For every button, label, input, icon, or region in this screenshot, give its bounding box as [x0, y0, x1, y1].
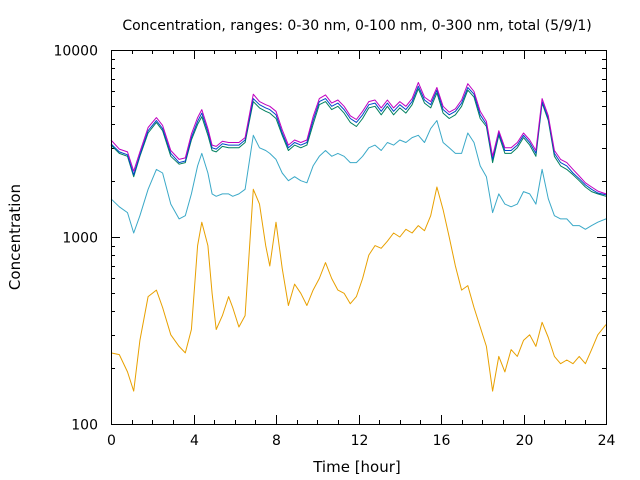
x-tick-label: 4 [190, 433, 199, 449]
x-tick-label: 0 [107, 433, 116, 449]
plot-series [110, 82, 607, 392]
y-tick-label: 100 [71, 418, 98, 434]
x-tick-label: 16 [433, 433, 451, 449]
plot-frame [111, 50, 607, 425]
x-tick-label: 12 [351, 433, 369, 449]
series-line-4 [110, 85, 607, 196]
chart-title: Concentration, ranges: 0-30 nm, 0-100 nm… [122, 18, 591, 34]
x-tick-label: 8 [272, 433, 281, 449]
series-line-3 [110, 88, 607, 197]
x-tick-label: 24 [598, 433, 616, 449]
x-axis-label: Time [hour] [312, 458, 401, 476]
series-line-2 [110, 120, 607, 234]
y-tick-label: 1000 [62, 231, 98, 247]
y-tick-label: 10000 [53, 44, 98, 60]
series-line-1 [110, 186, 607, 392]
x-tick-label: 20 [516, 433, 534, 449]
series-line-5 [110, 82, 607, 195]
y-axis-label: Concentration [6, 184, 24, 290]
